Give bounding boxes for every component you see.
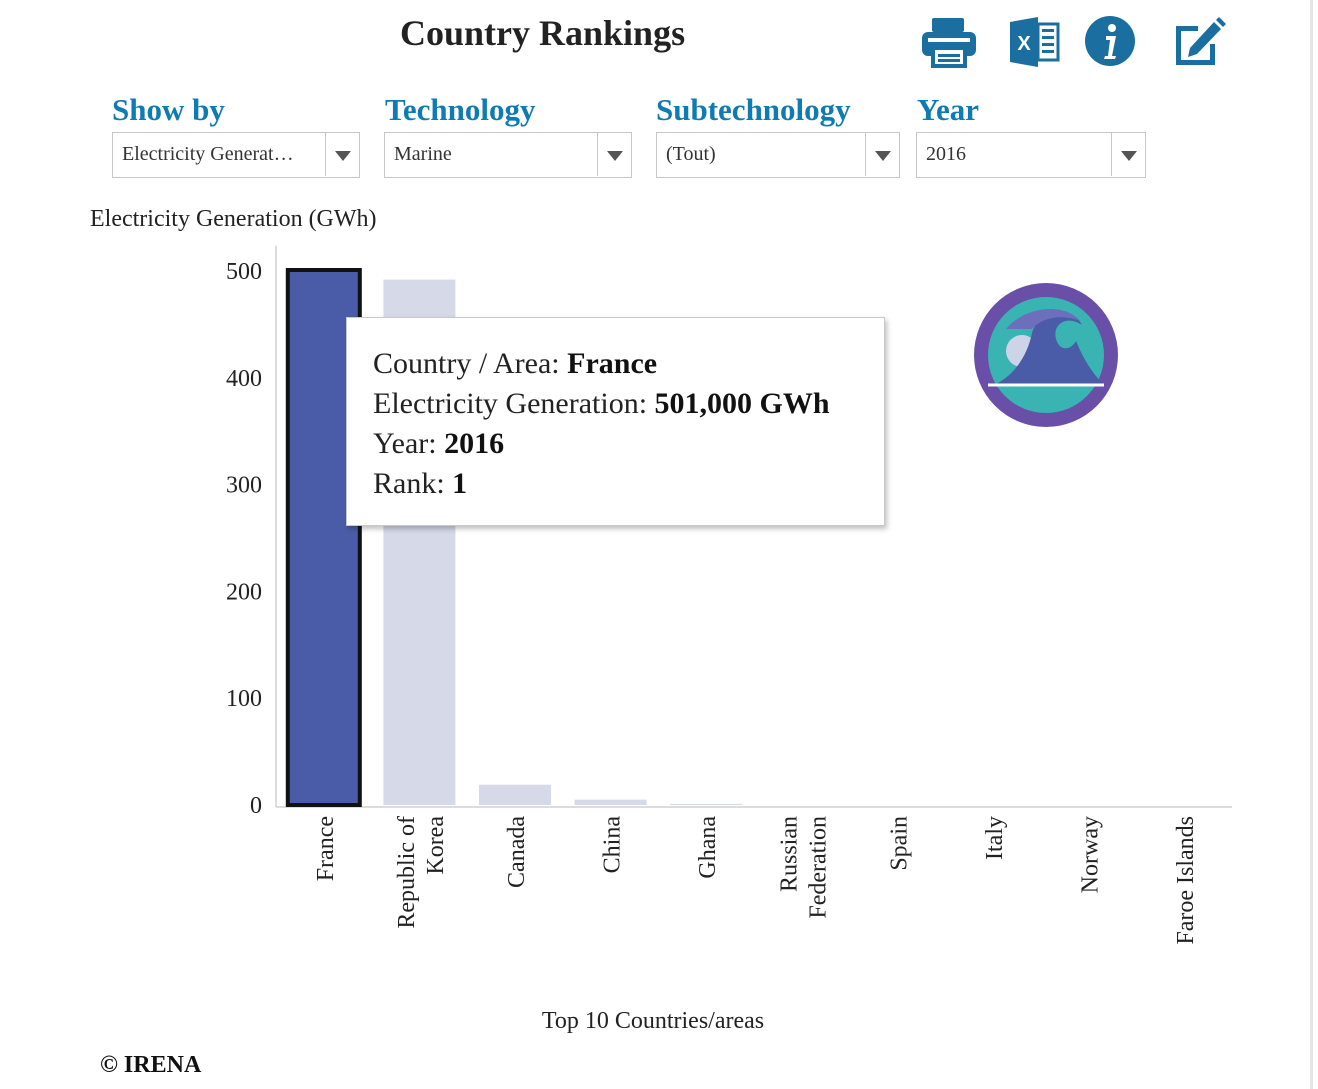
x-axis-title: Top 10 Countries/areas — [541, 1008, 765, 1034]
x-tick-label: Republic of Korea — [394, 816, 449, 929]
y-tick-label: 300 — [226, 473, 262, 499]
chevron-down-icon — [325, 133, 359, 176]
x-tick-label: Norway — [1078, 816, 1104, 893]
chart-tooltip: Country / Area: France Electricity Gener… — [346, 317, 885, 526]
subtechnology-dropdown[interactable]: (Tout) — [656, 132, 900, 178]
tooltip-country-row: Country / Area: France — [373, 344, 884, 384]
technology-label: Technology — [385, 92, 536, 127]
x-tick-label-line: Korea — [423, 816, 449, 875]
show-by-label: Show by — [112, 92, 225, 127]
tooltip-rank-label: Rank: — [373, 467, 453, 500]
x-tick-label: Spain — [886, 816, 912, 871]
x-tick-label: France — [313, 816, 339, 881]
x-tick-label-line: China — [600, 816, 626, 874]
tooltip-country-value: France — [567, 347, 658, 380]
bar[interactable] — [479, 784, 551, 805]
tooltip-rank-value: 1 — [452, 467, 468, 500]
page-title: Country Rankings — [400, 13, 686, 53]
bar[interactable] — [574, 799, 647, 805]
x-tick-label-line: Italy — [982, 816, 1008, 860]
x-tick-label: Russian Federation — [776, 816, 831, 919]
x-tick-label: Faroe Islands — [1173, 816, 1199, 945]
x-tick-label: Canada — [504, 816, 530, 888]
printer-icon — [922, 18, 976, 68]
x-tick-label: China — [600, 816, 626, 874]
print-button[interactable] — [918, 14, 980, 70]
tooltip-generation-row: Electricity Generation: 501,000 GWh — [373, 384, 884, 424]
marine-wave-icon — [974, 283, 1118, 427]
y-tick-label: 200 — [226, 579, 262, 605]
x-tick-label-line: Russian — [776, 816, 802, 892]
tooltip-rank-row: Rank: 1 — [373, 464, 884, 504]
x-tick-label: Italy — [982, 816, 1008, 860]
x-tick-labels: France Republic of Korea Canada China Ghana Ru… — [313, 816, 1199, 945]
x-tick-label-line: Norway — [1078, 816, 1104, 893]
show-by-dropdown[interactable]: Electricity Generat… — [112, 132, 360, 178]
x-tick-label-line: Spain — [886, 816, 912, 871]
tooltip-generation-label: Electricity Generation: — [373, 387, 655, 420]
x-tick-label-line: Federation — [805, 816, 831, 919]
tooltip-year-label: Year: — [373, 427, 445, 460]
svg-text:X: X — [1017, 33, 1031, 55]
x-tick-label-line: France — [313, 816, 339, 881]
technology-dropdown[interactable]: Marine — [384, 132, 632, 178]
x-tick-label-line: Ghana — [695, 816, 721, 879]
x-tick-label: Ghana — [695, 816, 721, 879]
x-tick-label-line: Republic of — [394, 816, 420, 929]
x-tick-label-line: Faroe Islands — [1173, 816, 1199, 945]
subtechnology-label: Subtechnology — [656, 92, 851, 127]
tooltip-generation-value: 501,000 GWh — [654, 387, 830, 420]
tooltip-year-value: 2016 — [444, 427, 505, 460]
copyright-text: © IRENA — [100, 1052, 202, 1078]
chart-axes — [275, 246, 1232, 808]
y-tick-label: 400 — [226, 366, 262, 392]
x-tick-label-line: Canada — [504, 816, 530, 888]
export-excel-button[interactable]: X — [1004, 14, 1066, 70]
y-tick-labels: 0 100 200 300 400 500 — [226, 259, 262, 819]
y-tick-label: 500 — [226, 259, 262, 285]
year-label: Year — [917, 92, 979, 127]
edit-icon — [1176, 17, 1226, 65]
y-tick-label: 0 — [250, 793, 262, 819]
y-tick-label: 100 — [226, 686, 262, 712]
tooltip-year-row: Year: 2016 — [373, 424, 884, 464]
y-axis-title: Electricity Generation (GWh) — [90, 206, 377, 232]
chevron-down-icon — [1111, 133, 1145, 176]
bar[interactable] — [670, 803, 743, 805]
info-button[interactable] — [1080, 14, 1142, 70]
chevron-down-icon — [597, 133, 631, 176]
chevron-down-icon — [865, 133, 899, 176]
excel-icon: X — [1010, 17, 1060, 67]
page-right-border — [1310, 0, 1313, 1089]
year-dropdown[interactable]: 2016 — [916, 132, 1146, 178]
tooltip-country-label: Country / Area: — [373, 347, 568, 380]
edit-button[interactable] — [1168, 14, 1230, 70]
info-icon — [1085, 16, 1135, 66]
